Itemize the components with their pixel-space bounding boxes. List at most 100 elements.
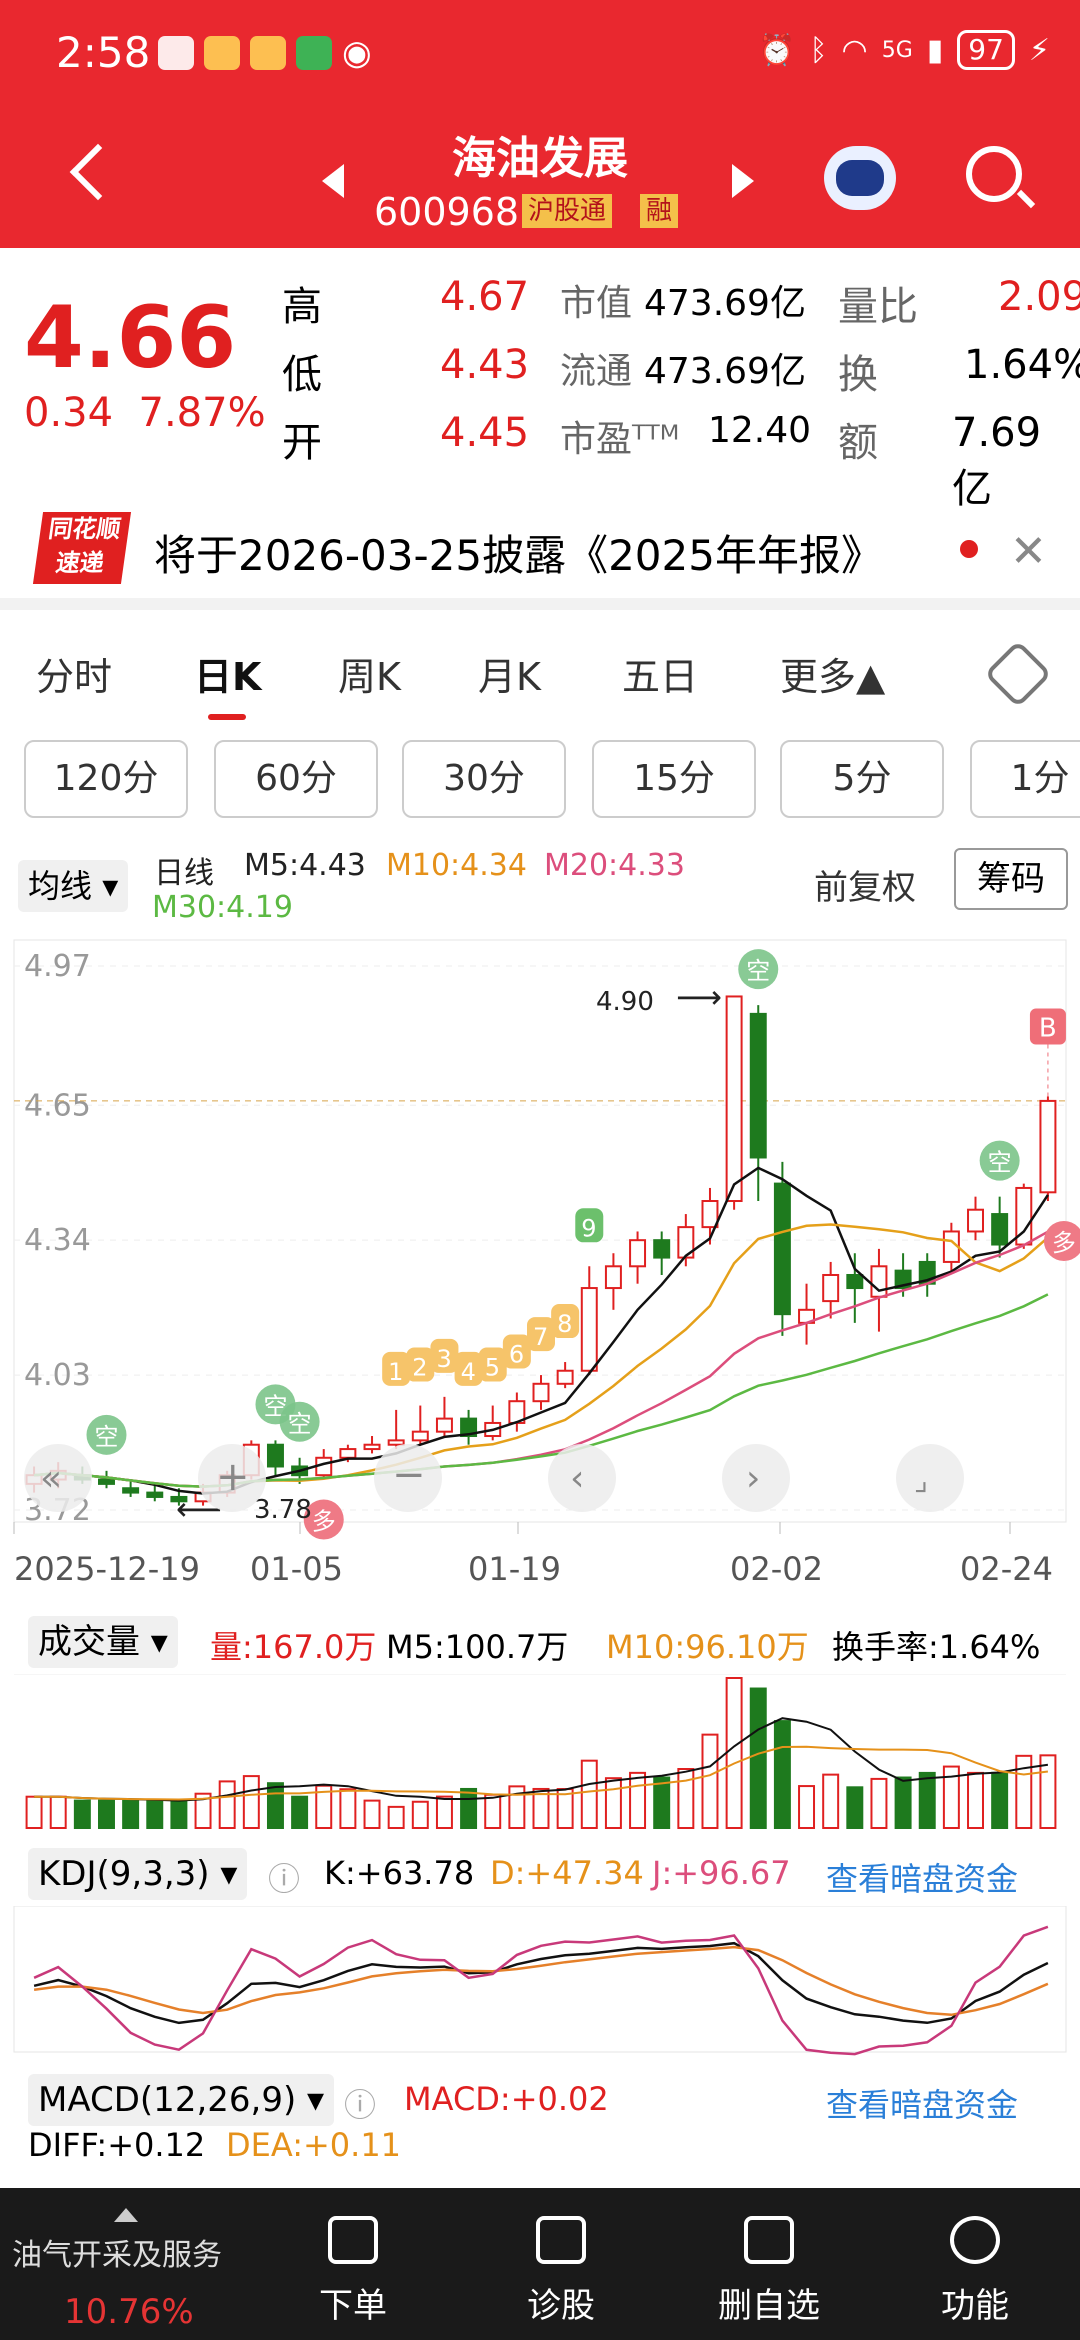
buy-point-badge xyxy=(1029,1008,1066,1045)
macd-diff: DIFF:+0.12 xyxy=(28,2126,206,2164)
period-120min[interactable]: 120分 xyxy=(24,740,188,818)
low-annotation: 3.78 xyxy=(254,1495,312,1525)
tab-more[interactable]: 更多▲ xyxy=(780,655,886,699)
zoom-in-button[interactable] xyxy=(198,1444,266,1512)
volume-bar xyxy=(822,1773,840,1829)
td-sequence-badge xyxy=(406,1347,435,1382)
period-5min[interactable]: 5分 xyxy=(780,740,944,818)
robot-assistant-icon[interactable] xyxy=(824,146,896,210)
notice-text[interactable]: 将于2026-03-25披露《2025年年报》 xyxy=(154,531,883,580)
remove-watchlist-button[interactable]: 删自选 xyxy=(704,2216,834,2327)
top-bar: 2:58 ◉ ⏰ ᛒ ◠ 5G ▮ 97 ⚡ 海油发展 600968 沪股通 融 xyxy=(0,0,1080,248)
order-button[interactable]: 下单 xyxy=(288,2216,418,2327)
mktcap-value: 473.69亿 xyxy=(644,283,806,324)
diagnose-button[interactable]: 诊股 xyxy=(496,2216,626,2327)
signal-label: 5G xyxy=(881,37,913,63)
next-stock-icon[interactable] xyxy=(732,164,754,198)
dark-pool-link[interactable]: 查看暗盘资金 xyxy=(826,1860,1019,1898)
candle xyxy=(460,1417,478,1438)
tab-weekly-k[interactable]: 周K xyxy=(338,655,401,699)
volume-bar xyxy=(25,1795,43,1829)
td-sequence-number: 8 xyxy=(557,1310,572,1338)
volume-bar xyxy=(242,1775,260,1829)
turnover-value: 1.64% xyxy=(964,342,1080,388)
td-sequence-badge xyxy=(382,1351,411,1386)
candle xyxy=(629,1239,647,1268)
sector-name[interactable]: 油气开采及服务 xyxy=(12,2238,222,2273)
volume-selector[interactable]: 成交量 ▾ xyxy=(28,1616,178,1668)
period-60min[interactable]: 60分 xyxy=(214,740,378,818)
volume-panel: 成交量 ▾ 量:167.0万 M5:100.7万 M10:96.10万 换手率:… xyxy=(0,1608,1080,1838)
high-arrow-icon: ⟶ xyxy=(676,978,722,1016)
x-tick-label: 02-24 xyxy=(960,1550,1053,1588)
scroll-left-far-button[interactable] xyxy=(24,1444,92,1512)
td-sequence-number: 5 xyxy=(485,1354,500,1382)
volume-bar xyxy=(773,1720,791,1829)
eye-icon: ◉ xyxy=(342,33,372,73)
stock-name: 海油发展 xyxy=(452,133,628,184)
pe-label: 市盈ᵀᵀᴹ xyxy=(560,419,680,460)
app-notification-icon xyxy=(158,36,194,70)
y-tick-label: 4.65 xyxy=(24,1088,91,1123)
settings-icon[interactable] xyxy=(984,640,1052,708)
function-button[interactable]: 功能 xyxy=(910,2216,1040,2327)
close-icon[interactable]: ✕ xyxy=(1010,526,1047,577)
candle xyxy=(991,1213,1009,1246)
fullscreen-button[interactable] xyxy=(896,1444,964,1512)
kdj-j-line xyxy=(33,1925,1049,2056)
help-icon[interactable]: ⓘ xyxy=(344,2086,377,2124)
nav-row: 海油发展 600968 沪股通 融 xyxy=(0,110,1080,248)
chip-button[interactable]: 筹码 xyxy=(954,848,1068,910)
period-1min[interactable]: 1分 xyxy=(970,740,1080,818)
status-time: 2:58 xyxy=(56,28,151,77)
chevron-up-icon[interactable] xyxy=(114,2208,138,2222)
volume-bar xyxy=(266,1782,284,1829)
kdj-frame xyxy=(13,1906,1067,2053)
candle xyxy=(725,995,743,1203)
kdj-k: K:+63.78 xyxy=(324,1854,475,1892)
adjust-mode[interactable]: 前复权 xyxy=(814,868,916,908)
volume-bar xyxy=(580,1759,598,1829)
help-icon[interactable]: ⓘ xyxy=(268,1860,301,1898)
minus-box-icon xyxy=(744,2216,794,2264)
volume-bar xyxy=(991,1771,1009,1829)
bluetooth-icon: ᛒ xyxy=(809,32,828,68)
volume-bar xyxy=(73,1799,91,1829)
macd-selector[interactable]: MACD(12,26,9) ▾ xyxy=(28,2074,335,2126)
tab-timeshare[interactable]: 分时 xyxy=(36,655,113,699)
td-sequence-number: 4 xyxy=(461,1358,476,1386)
notice-bar[interactable]: 同花顺 速递 将于2026-03-25披露《2025年年报》 ✕ xyxy=(0,496,1080,610)
zoom-out-button[interactable] xyxy=(374,1444,442,1512)
candle xyxy=(532,1382,550,1403)
volume-bar xyxy=(629,1771,647,1829)
candle xyxy=(653,1239,671,1259)
candle xyxy=(363,1443,381,1451)
wifi-icon: ◠ xyxy=(841,32,868,68)
period-30min[interactable]: 30分 xyxy=(402,740,566,818)
stock-code: 600968 xyxy=(374,190,520,234)
td-sequence-badge xyxy=(478,1347,507,1382)
buy-signal-text: 多 xyxy=(312,1508,336,1536)
prev-stock-icon[interactable] xyxy=(322,164,344,198)
candle xyxy=(435,1417,453,1433)
float-label: 流通 xyxy=(560,351,633,392)
candle xyxy=(580,1287,598,1372)
sell-signal-badge xyxy=(979,1140,1020,1181)
dark-pool-link[interactable]: 查看暗盘资金 xyxy=(826,2086,1019,2124)
candle xyxy=(266,1443,284,1468)
kdj-selector[interactable]: KDJ(9,3,3) ▾ xyxy=(28,1848,248,1900)
td-sequence-badge xyxy=(527,1317,555,1352)
bottom-nav: 油气开采及服务 10.76% 下单 诊股 删自选 功能 xyxy=(0,2188,1080,2340)
app-notification-icon xyxy=(250,36,286,70)
scroll-left-button[interactable] xyxy=(548,1444,616,1512)
period-15min[interactable]: 15分 xyxy=(592,740,756,818)
search-icon[interactable] xyxy=(966,146,1022,202)
tab-five-day[interactable]: 五日 xyxy=(622,655,699,699)
ma-selector[interactable]: 均线 ▾ xyxy=(18,860,128,912)
candle xyxy=(122,1487,140,1494)
tab-daily-k[interactable]: 日K xyxy=(194,655,262,699)
td-sequence-number: 3 xyxy=(436,1345,451,1373)
scroll-right-button[interactable] xyxy=(722,1444,790,1512)
tab-monthly-k[interactable]: 月K xyxy=(478,655,541,699)
